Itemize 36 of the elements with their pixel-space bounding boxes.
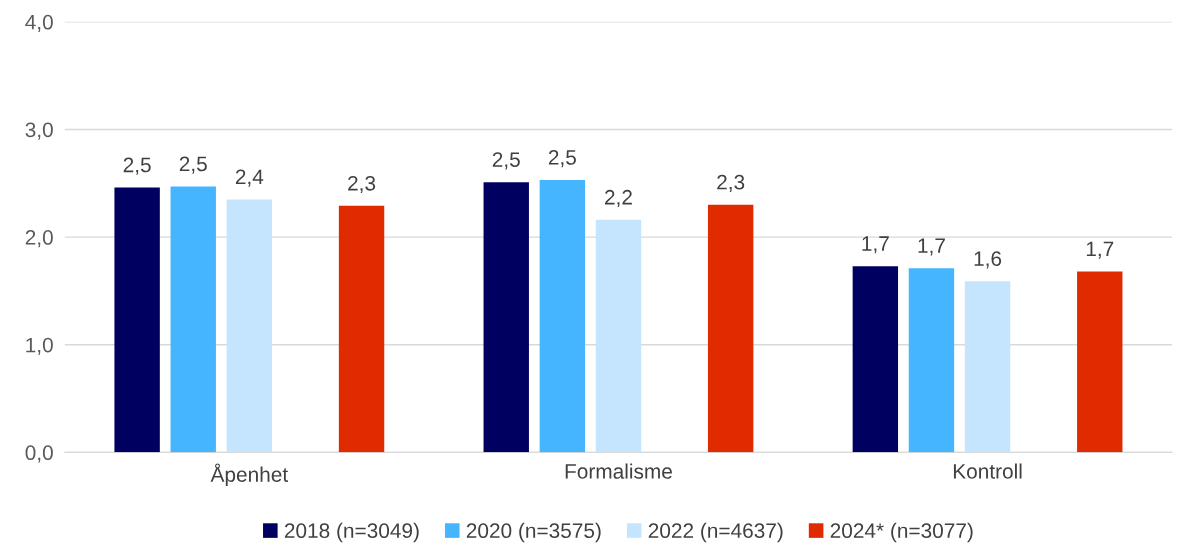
x-tick-label: Kontroll — [953, 463, 1022, 479]
x-tick-label: Formalisme — [565, 463, 672, 479]
data-label: 2,2 — [605, 189, 632, 208]
y-tick-label: 1,0 — [26, 337, 53, 355]
bar — [852, 266, 899, 453]
data-label: 1,6 — [974, 251, 1002, 269]
bar — [170, 186, 216, 453]
legend-label: 2024* (n=3077) — [830, 522, 973, 543]
data-label: 1,7 — [862, 236, 889, 254]
y-tick-label: 2,0 — [25, 230, 53, 248]
bar — [539, 180, 586, 453]
data-label: 2,5 — [492, 152, 520, 170]
bar — [226, 199, 273, 453]
y-tick-label: 4,0 — [25, 14, 53, 33]
data-label: 2,5 — [179, 156, 207, 174]
data-label: 1,7 — [1086, 241, 1114, 259]
y-tick-label: 3,0 — [25, 122, 53, 140]
bar — [964, 281, 1011, 453]
bar — [1077, 271, 1123, 453]
bar — [338, 205, 385, 453]
bar — [114, 187, 160, 453]
legend-label: 2018 (n=3049) — [284, 522, 419, 543]
bar — [707, 204, 754, 453]
legend-label: 2022 (n=4637) — [648, 522, 783, 543]
data-label: 2,3 — [348, 175, 376, 194]
bar — [483, 182, 529, 453]
x-tick-label: Åpenhet — [210, 463, 288, 487]
bar — [595, 219, 642, 453]
data-label: 2,5 — [548, 150, 576, 168]
bar — [908, 268, 955, 453]
data-label: 1,7 — [918, 238, 945, 256]
data-label: 2,3 — [717, 174, 745, 193]
legend-label: 2020 (n=3575) — [466, 522, 601, 543]
y-tick-label: 0,0 — [25, 445, 53, 463]
data-label: 2,4 — [235, 169, 264, 187]
data-label: 2,5 — [123, 157, 151, 175]
